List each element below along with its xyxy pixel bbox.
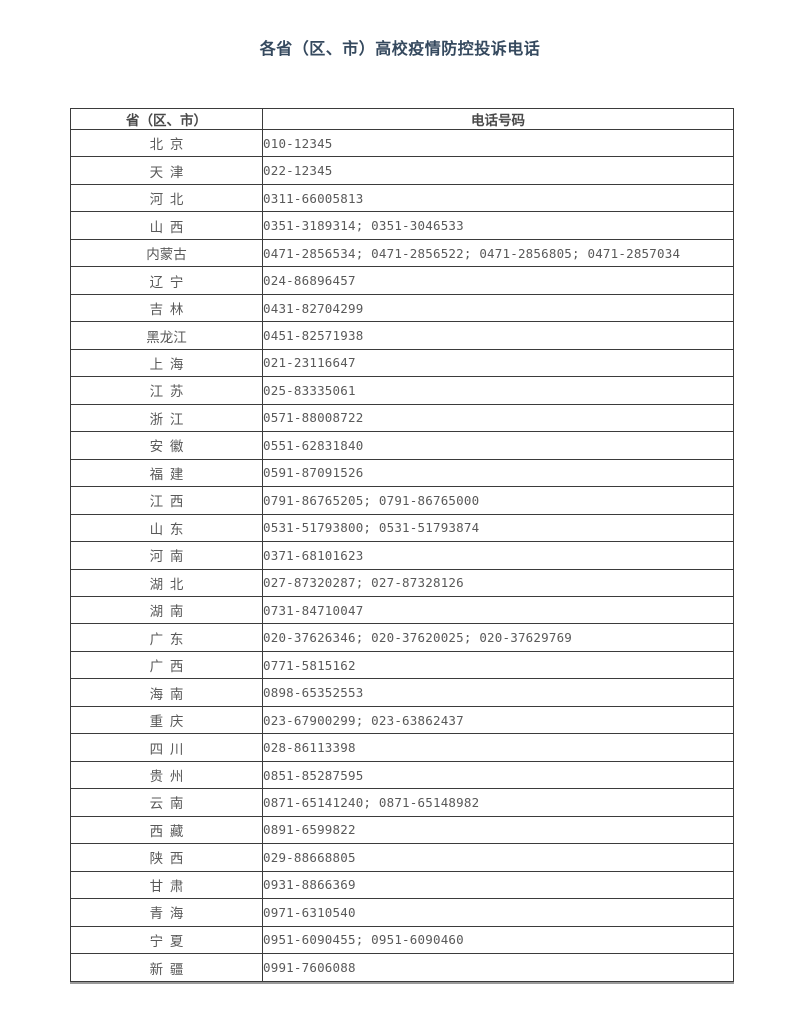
- phone-cell: 0951-6090455; 0951-6090460: [262, 925, 734, 955]
- province-cell: 浙 江: [70, 403, 263, 433]
- table-row: 宁 夏 0951-6090455; 0951-6090460: [70, 925, 734, 955]
- province-cell: 云 南: [70, 788, 263, 817]
- province-cell: 青 海: [70, 898, 263, 927]
- province-cell: 重 庆: [70, 705, 263, 735]
- table-row: 江 西 0791-86765205; 0791-86765000: [70, 486, 734, 515]
- table-row: 天 津 022-12345: [70, 156, 734, 185]
- phone-cell: 0371-68101623: [262, 541, 734, 570]
- phone-cell: 0591-87091526: [262, 458, 734, 488]
- phone-cell: 0451-82571938: [262, 321, 734, 350]
- province-cell: 宁 夏: [70, 925, 263, 955]
- province-cell: 湖 南: [70, 595, 263, 625]
- table-row: 内蒙古 0471-2856534; 0471-2856522; 0471-2856…: [70, 238, 734, 268]
- table-row: 黑龙江 0451-82571938: [70, 321, 734, 350]
- province-cell: 北 京: [70, 128, 263, 158]
- table-row: 广 西 0771-5815162: [70, 650, 734, 680]
- column-header-phone: 电话号码: [262, 108, 734, 130]
- table-row: 陕 西 029-88668805: [70, 843, 734, 872]
- phone-cell: 0551-62831840: [262, 431, 734, 460]
- table-row: 湖 南 0731-84710047: [70, 595, 734, 625]
- phone-cell: 0311-66005813: [262, 183, 734, 213]
- page-title: 各省（区、市）高校疫情防控投诉电话: [259, 41, 541, 58]
- column-header-province: 省（区、市）: [70, 108, 263, 130]
- province-cell: 天 津: [70, 156, 263, 185]
- province-cell: 江 苏: [70, 376, 263, 405]
- province-cell: 黑龙江: [70, 321, 263, 350]
- phone-cell: 023-67900299; 023-63862437: [262, 705, 734, 735]
- table-row: 山 东 0531-51793800; 0531-51793874: [70, 513, 734, 543]
- phone-cell: 0891-6599822: [262, 815, 734, 845]
- province-cell: 吉 林: [70, 293, 263, 323]
- province-cell: 西 藏: [70, 815, 263, 845]
- table-row: 广 东 020-37626346; 020-37620025; 020-37629…: [70, 623, 734, 652]
- phone-cell: 024-86896457: [262, 266, 734, 295]
- table-row: 山 西 0351-3189314; 0351-3046533: [70, 211, 734, 240]
- phone-cell: 0931-8866369: [262, 870, 734, 900]
- phone-cell: 0351-3189314; 0351-3046533: [262, 211, 734, 240]
- province-cell: 安 徽: [70, 431, 263, 460]
- province-cell: 贵 州: [70, 760, 263, 790]
- phone-cell: 0791-86765205; 0791-86765000: [262, 486, 734, 515]
- table-row: 江 苏 025-83335061: [70, 376, 734, 405]
- province-cell: 海 南: [70, 678, 263, 707]
- province-cell: 广 西: [70, 650, 263, 680]
- province-cell: 甘 肃: [70, 870, 263, 900]
- table-row: 河 北 0311-66005813: [70, 183, 734, 213]
- province-cell: 福 建: [70, 458, 263, 488]
- province-cell: 河 北: [70, 183, 263, 213]
- phone-cell: 029-88668805: [262, 843, 734, 872]
- table-row: 北 京 010-12345: [70, 128, 734, 158]
- province-cell: 辽 宁: [70, 266, 263, 295]
- phone-cell: 0471-2856534; 0471-2856522; 0471-2856805…: [262, 238, 734, 268]
- table-row: 海 南 0898-65352553: [70, 678, 734, 707]
- table-row: 吉 林 0431-82704299: [70, 293, 734, 323]
- phone-cell: 0971-6310540: [262, 898, 734, 927]
- province-cell: 广 东: [70, 623, 263, 652]
- province-cell: 山 东: [70, 513, 263, 543]
- phone-cell: 0871-65141240; 0871-65148982: [262, 788, 734, 817]
- table-row: 湖 北 027-87320287; 027-87328126: [70, 568, 734, 597]
- table-row: 新 疆 0991-7606088: [70, 953, 734, 982]
- province-cell: 上 海: [70, 348, 263, 378]
- table-row: 安 徽 0551-62831840: [70, 431, 734, 460]
- table-row: 浙 江 0571-88008722: [70, 403, 734, 433]
- phone-cell: 0431-82704299: [262, 293, 734, 323]
- province-cell: 内蒙古: [70, 238, 263, 268]
- table-row: 甘 肃 0931-8866369: [70, 870, 734, 900]
- province-cell: 山 西: [70, 211, 263, 240]
- table-row: 福 建 0591-87091526: [70, 458, 734, 488]
- phone-cell: 0898-65352553: [262, 678, 734, 707]
- table-row: 重 庆 023-67900299; 023-63862437: [70, 705, 734, 735]
- table-body: 北 京 010-12345 天 津 022-12345 河 北 0311-66005813…: [70, 128, 734, 982]
- phone-cell: 020-37626346; 020-37620025; 020-37629769: [262, 623, 734, 652]
- table-row: 上 海 021-23116647: [70, 348, 734, 378]
- phone-cell: 0731-84710047: [262, 595, 734, 625]
- phone-cell: 021-23116647: [262, 348, 734, 378]
- phone-cell: 0571-88008722: [262, 403, 734, 433]
- province-cell: 江 西: [70, 486, 263, 515]
- table-header-row: 省（区、市） 电话号码: [70, 108, 734, 130]
- province-cell: 新 疆: [70, 953, 263, 982]
- table-row: 云 南 0871-65141240; 0871-65148982: [70, 788, 734, 817]
- province-cell: 四 川: [70, 733, 263, 762]
- phone-cell: 025-83335061: [262, 376, 734, 405]
- phone-cell: 0771-5815162: [262, 650, 734, 680]
- phone-cell: 0991-7606088: [262, 953, 734, 982]
- table-row: 辽 宁 024-86896457: [70, 266, 734, 295]
- phone-cell: 028-86113398: [262, 733, 734, 762]
- phone-cell: 027-87320287; 027-87328126: [262, 568, 734, 597]
- province-cell: 陕 西: [70, 843, 263, 872]
- table-row: 青 海 0971-6310540: [70, 898, 734, 927]
- phone-cell: 022-12345: [262, 156, 734, 185]
- province-cell: 湖 北: [70, 568, 263, 597]
- table-row: 贵 州 0851-85287595: [70, 760, 734, 790]
- table-row: 河 南 0371-68101623: [70, 541, 734, 570]
- table-row: 四 川 028-86113398: [70, 733, 734, 762]
- province-cell: 河 南: [70, 541, 263, 570]
- phone-cell: 010-12345: [262, 128, 734, 158]
- phone-cell: 0531-51793800; 0531-51793874: [262, 513, 734, 543]
- table-row: 西 藏 0891-6599822: [70, 815, 734, 845]
- phone-cell: 0851-85287595: [262, 760, 734, 790]
